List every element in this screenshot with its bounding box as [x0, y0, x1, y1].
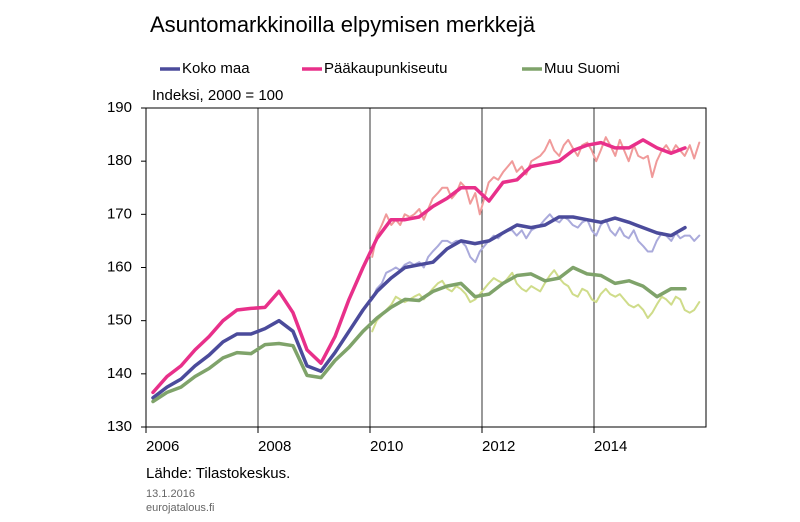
y-tick-label: 140: [107, 365, 132, 382]
y-tick-label: 170: [107, 205, 132, 222]
monthly-line: [371, 136, 701, 258]
x-tick-label: 2008: [258, 438, 291, 455]
y-tick-label: 150: [107, 312, 132, 329]
series-line: [151, 265, 687, 404]
y-tick-label: 160: [107, 258, 132, 275]
x-tick-label: 2012: [482, 438, 515, 455]
chart-title: Asuntomarkkinoilla elpymisen merkkejä: [150, 12, 536, 37]
y-tick-label: 190: [107, 99, 132, 116]
site: eurojatalous.fi: [146, 502, 215, 514]
legend-label: Pääkaupunkiseutu: [324, 60, 447, 77]
date: 13.1.2016: [146, 488, 195, 500]
y-tick-label: 180: [107, 152, 132, 169]
series-line: [151, 215, 687, 400]
series-line: [151, 138, 687, 395]
source: Lähde: Tilastokeskus.: [146, 465, 290, 482]
y-tick-label: 130: [107, 418, 132, 435]
y-axis-label: Indeksi, 2000 = 100: [152, 87, 283, 104]
legend-label: Koko maa: [182, 60, 250, 77]
x-tick-label: 2014: [594, 438, 627, 455]
x-tick-label: 2010: [370, 438, 403, 455]
legend-label: Muu Suomi: [544, 60, 620, 77]
plot-frame: [145, 107, 707, 428]
x-tick-label: 2006: [146, 438, 179, 455]
